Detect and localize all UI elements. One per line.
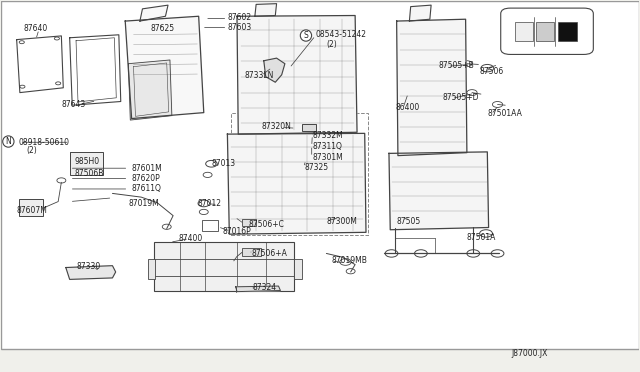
Polygon shape: [227, 134, 366, 234]
Text: 87013: 87013: [211, 159, 236, 168]
Text: (2): (2): [26, 146, 37, 155]
Text: 87320N: 87320N: [261, 122, 291, 131]
Polygon shape: [140, 5, 168, 21]
Text: 87016P: 87016P: [223, 227, 252, 236]
Bar: [230, 113, 368, 235]
Text: 87643: 87643: [61, 100, 86, 109]
Text: 87330: 87330: [76, 262, 100, 271]
Text: 87325: 87325: [304, 163, 328, 172]
Text: 08918-50610: 08918-50610: [19, 138, 70, 147]
Bar: [242, 248, 261, 256]
Text: 87603: 87603: [227, 23, 252, 32]
Text: 87506: 87506: [479, 67, 504, 76]
Polygon shape: [129, 60, 172, 120]
Polygon shape: [17, 36, 63, 93]
Text: N: N: [6, 137, 12, 146]
Text: 87019M: 87019M: [129, 199, 159, 208]
Text: 87400: 87400: [178, 234, 202, 243]
Polygon shape: [410, 5, 431, 21]
Text: 985H0: 985H0: [74, 157, 99, 166]
Bar: [515, 22, 533, 41]
Polygon shape: [125, 16, 204, 119]
Text: 87505: 87505: [397, 217, 421, 226]
Polygon shape: [255, 4, 276, 16]
Text: 87505+B: 87505+B: [438, 61, 474, 70]
Polygon shape: [397, 19, 467, 155]
Text: 87501A: 87501A: [467, 232, 496, 242]
Text: 87625: 87625: [151, 24, 175, 33]
Text: 86400: 86400: [396, 103, 420, 112]
Text: 87640: 87640: [23, 24, 47, 33]
Polygon shape: [389, 152, 488, 230]
Bar: [19, 199, 43, 216]
Bar: [302, 124, 316, 131]
Text: 87505+D: 87505+D: [443, 93, 479, 102]
Text: 87012: 87012: [197, 199, 221, 208]
Text: 08543-51242: 08543-51242: [316, 30, 367, 39]
Bar: [558, 22, 577, 41]
Text: 87506+C: 87506+C: [248, 220, 284, 229]
Text: 87506+A: 87506+A: [252, 249, 287, 258]
Polygon shape: [264, 58, 285, 82]
Text: 8733LN: 8733LN: [244, 71, 274, 80]
Bar: [70, 152, 103, 175]
Text: 87620P: 87620P: [132, 174, 161, 183]
Text: 87501AA: 87501AA: [487, 109, 522, 118]
Text: 87300M: 87300M: [326, 217, 357, 226]
Polygon shape: [237, 16, 357, 134]
Text: 87506B: 87506B: [74, 169, 104, 177]
Text: 87332M: 87332M: [312, 131, 343, 141]
Text: 87601M: 87601M: [132, 164, 163, 173]
Bar: [154, 242, 294, 291]
Text: 87611Q: 87611Q: [132, 185, 161, 193]
Bar: [294, 259, 302, 279]
Text: (2): (2): [326, 40, 337, 49]
Text: 87607M: 87607M: [17, 206, 47, 215]
Text: 87019MB: 87019MB: [332, 256, 367, 264]
Polygon shape: [236, 286, 280, 292]
Text: J87000.JX: J87000.JX: [511, 349, 548, 358]
Bar: [202, 220, 218, 231]
Polygon shape: [70, 35, 121, 105]
Text: 87301M: 87301M: [312, 153, 343, 161]
Text: S: S: [303, 31, 308, 40]
Text: 87324: 87324: [253, 283, 277, 292]
Bar: [242, 219, 256, 226]
Polygon shape: [66, 266, 116, 279]
Bar: [148, 259, 156, 279]
Text: 87311Q: 87311Q: [312, 142, 342, 151]
Bar: [536, 22, 554, 41]
Text: 87602: 87602: [227, 13, 252, 22]
